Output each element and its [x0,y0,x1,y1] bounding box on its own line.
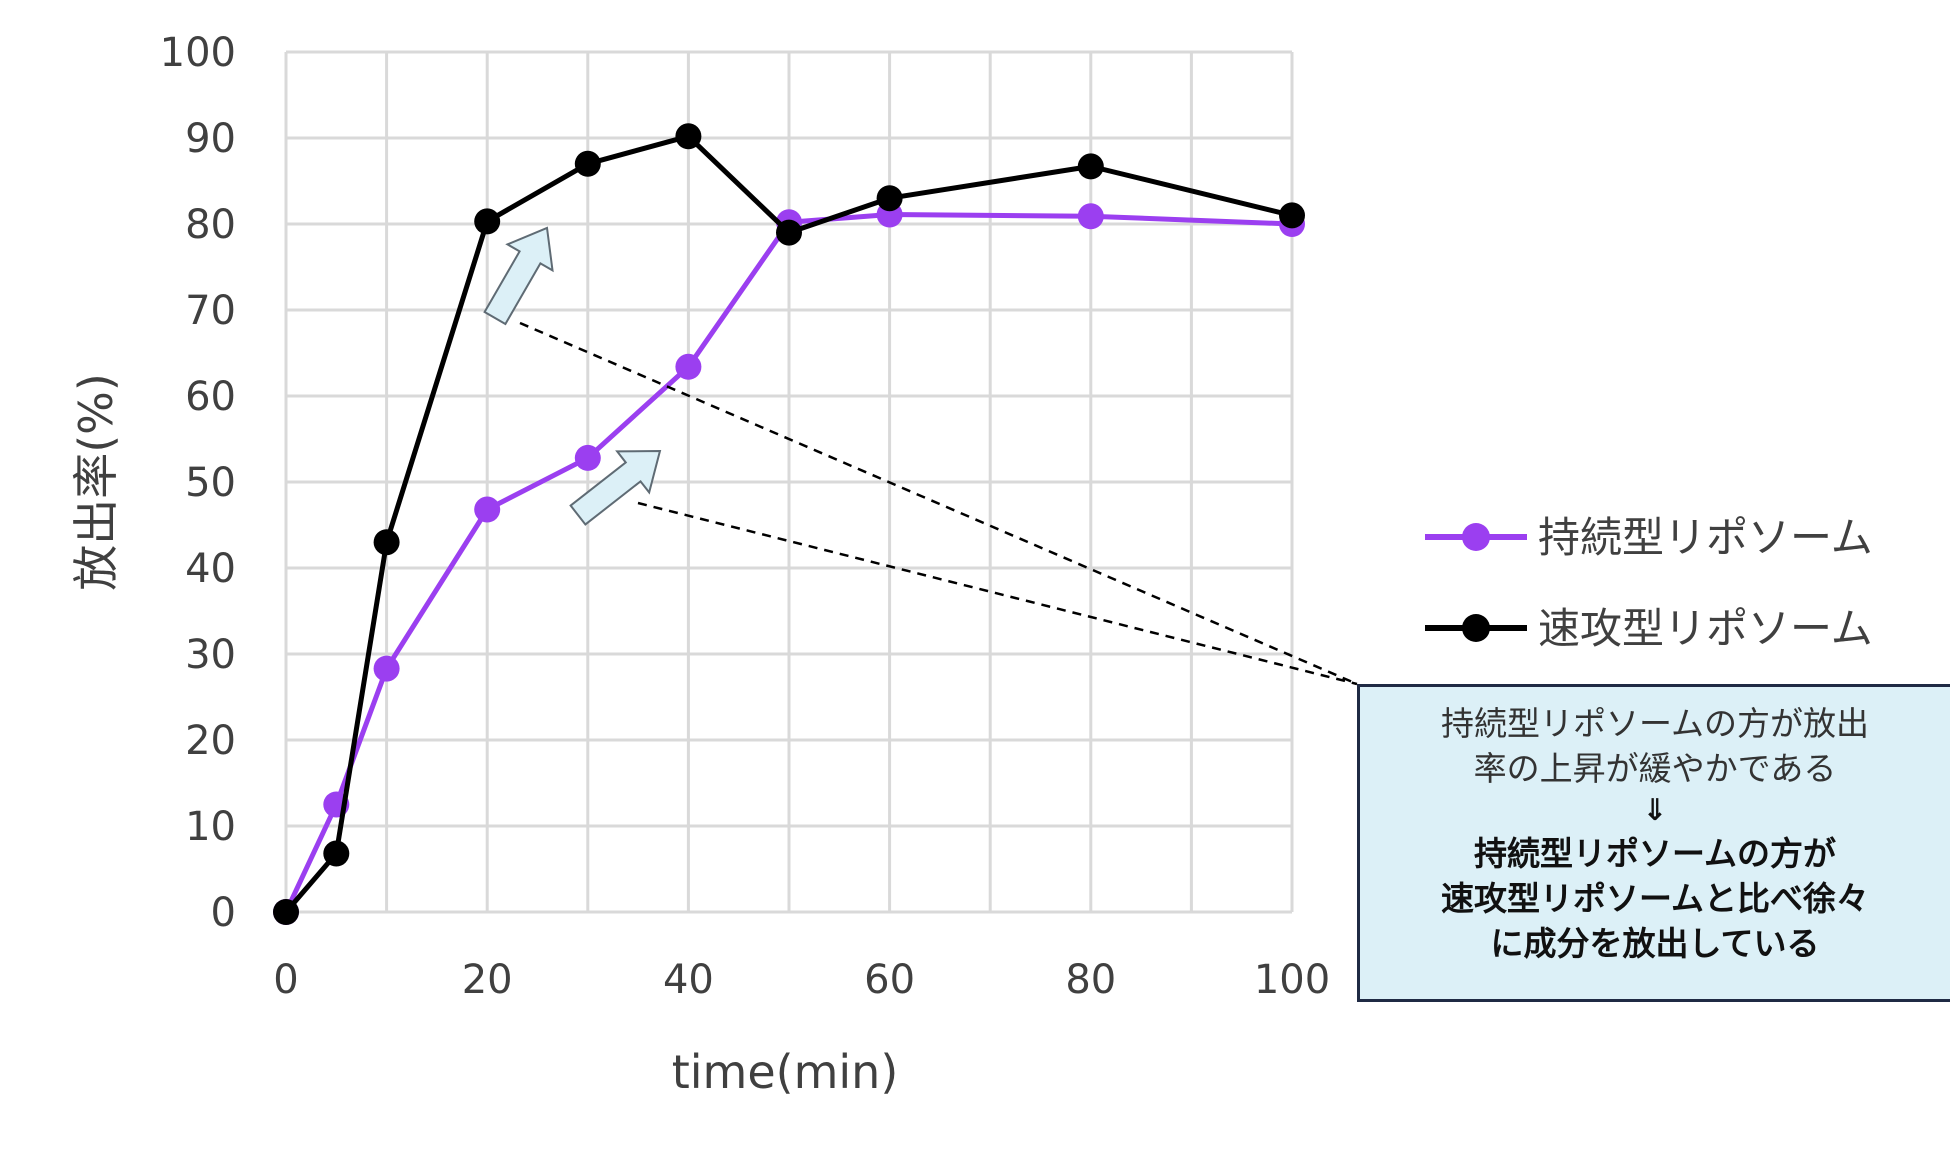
sustained-release-arrow-icon [569,449,662,526]
legend-marker-sustained [1462,523,1490,551]
data-point [1077,153,1104,180]
data-point [323,840,350,867]
x-tick-label: 80 [1065,957,1116,1003]
y-tick-label: 40 [185,546,236,592]
y-tick-label: 10 [185,804,236,850]
data-point [373,529,400,556]
y-tick-label: 100 [160,30,236,76]
y-tick-label: 80 [185,202,236,248]
callout-text-line-2: 率の上昇が緩やかである [1473,749,1837,788]
data-point [675,123,702,150]
series-fast [273,123,1305,925]
x-tick-label: 100 [1254,957,1330,1003]
callout-conclusion-line-3: に成分を放出している [1490,924,1820,963]
legend-marker-fast [1462,614,1490,642]
callout-pointer-line-2 [637,501,1358,686]
data-point [474,208,501,235]
data-point [1077,203,1104,230]
callout-down-arrow-icon: ⇓ [1642,793,1668,828]
data-point [574,150,601,177]
x-tick-label: 60 [864,957,915,1003]
series-line [283,212,1293,914]
x-tick-label: 20 [462,957,513,1003]
legend-label-fast: 速攻型リポソーム [1538,604,1873,653]
data-point [373,655,400,682]
data-point [675,353,702,380]
callout-text-line-1: 持続型リポソームの方が放出 [1440,704,1869,743]
y-tick-label: 0 [211,890,236,936]
legend-item-fast: 速攻型リポソーム [1425,604,1873,653]
callout-pointer-line-1 [519,321,1358,686]
data-point [876,185,903,212]
legend-label-sustained: 持続型リポソーム [1538,513,1873,562]
data-point [1279,202,1305,229]
y-tick-label: 70 [185,288,236,334]
y-tick-label: 90 [185,116,236,162]
y-tick-label: 20 [185,718,236,764]
legend-item-sustained: 持続型リポソーム [1425,513,1873,562]
series-line [284,133,1293,914]
legend: 持続型リポソーム 速攻型リポソーム [1425,513,1873,653]
callout-conclusion-line-1: 持続型リポソームの方が [1473,834,1836,873]
x-tick-label: 0 [273,957,298,1003]
data-point [574,444,601,471]
data-point [474,496,501,523]
y-axis-title: 放出率(%) [69,373,123,591]
callout-conclusion-line-2: 速攻型リポソームと比べ徐々 [1440,879,1869,918]
data-point [776,219,802,246]
series-sustained [273,201,1305,925]
y-tick-labels: 0 10 20 30 40 50 60 70 80 90 100 [160,30,236,936]
x-axis-title: time(min) [672,1045,899,1099]
y-tick-label: 60 [185,374,236,420]
x-tick-label: 40 [663,957,714,1003]
annotation-callout-box: 持続型リポソームの方が放出 率の上昇が緩やかである ⇓ 持続型リポソームの方が … [1357,684,1950,1002]
x-tick-labels: 0 20 40 60 80 100 [273,957,1330,1003]
fast-release-arrow-icon [483,226,554,326]
y-tick-label: 30 [185,632,236,678]
y-tick-label: 50 [185,460,236,506]
series-layer [273,123,1305,925]
data-point [273,899,299,925]
